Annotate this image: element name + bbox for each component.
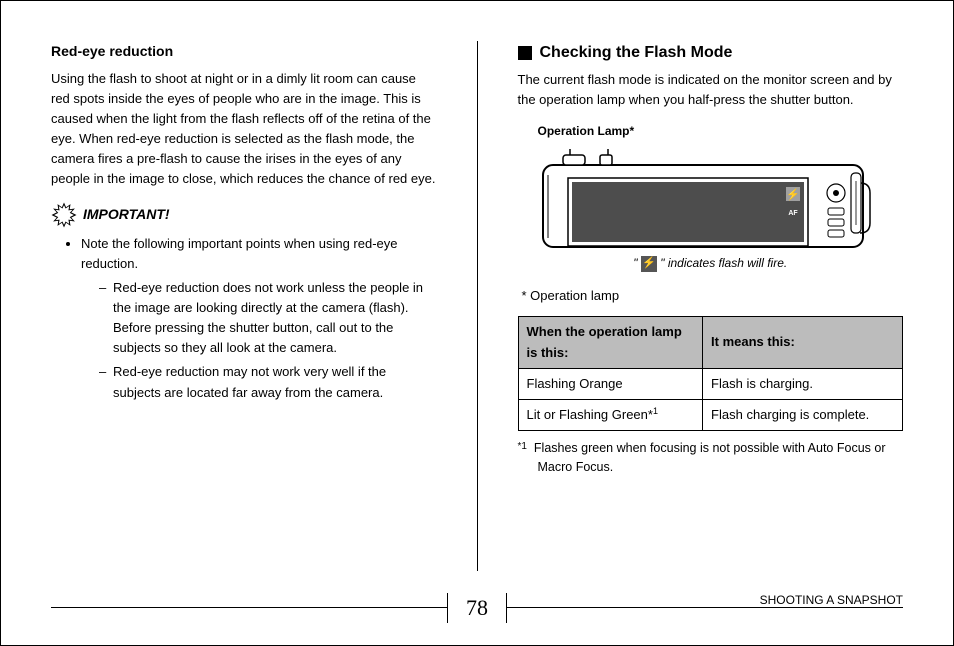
page-footer: SHOOTING A SNAPSHOT 78 xyxy=(51,593,903,633)
table-footnote: *1 Flashes green when focusing is not po… xyxy=(518,439,904,478)
sub-list: Red-eye reduction does not work unless t… xyxy=(99,278,437,403)
table-header-row: When the operation lamp is this: It mean… xyxy=(518,317,903,368)
left-column: Red-eye reduction Using the flash to sho… xyxy=(51,41,437,571)
sub-list-item: Red-eye reduction does not work unless t… xyxy=(99,278,437,359)
square-bullet-icon xyxy=(518,46,532,60)
manual-page: Red-eye reduction Using the flash to sho… xyxy=(0,0,954,646)
table-cell: Flashing Orange xyxy=(518,368,703,399)
column-divider xyxy=(477,41,478,571)
table-cell: Flash charging is complete. xyxy=(703,399,903,430)
sub-list-item: Red-eye reduction may not work very well… xyxy=(99,362,437,402)
svg-text:⚡: ⚡ xyxy=(786,188,800,201)
list-item: Note the following important points when… xyxy=(81,234,437,403)
bullet-intro-text: Note the following important points when… xyxy=(81,236,398,271)
table-header-cell: When the operation lamp is this: xyxy=(518,317,703,368)
camera-illustration: ⚡ AF xyxy=(538,143,878,248)
table-row: Flashing Orange Flash is charging. xyxy=(518,368,903,399)
important-callout: IMPORTANT! xyxy=(51,202,437,228)
red-eye-paragraph: Using the flash to shoot at night or in … xyxy=(51,69,437,190)
page-number: 78 xyxy=(447,593,507,623)
section-title-red-eye: Red-eye reduction xyxy=(51,41,437,63)
table-cell: Flash is charging. xyxy=(703,368,903,399)
important-list: Note the following important points when… xyxy=(81,234,437,403)
heading-checking-flash: Checking the Flash Mode xyxy=(540,41,733,66)
table-cell: Lit or Flashing Green*1 xyxy=(518,399,703,430)
footer-section-name: SHOOTING A SNAPSHOT xyxy=(750,593,903,607)
figure-operation-lamp: Operation Lamp* ⚡ AF xyxy=(538,122,904,248)
figure-caption: " ⚡ " indicates flash will fire. xyxy=(518,254,904,273)
table-header-cell: It means this: xyxy=(703,317,903,368)
flash-mode-paragraph: The current flash mode is indicated on t… xyxy=(518,70,904,110)
right-column: Checking the Flash Mode The current flas… xyxy=(518,41,904,571)
important-label: IMPORTANT! xyxy=(83,204,170,226)
table-row: Lit or Flashing Green*1 Flash charging i… xyxy=(518,399,903,430)
svg-text:AF: AF xyxy=(788,210,798,217)
operation-lamp-table: When the operation lamp is this: It mean… xyxy=(518,316,904,431)
operation-lamp-note: * Operation lamp xyxy=(522,286,904,306)
flash-icon: ⚡ xyxy=(641,256,657,272)
figure-label: Operation Lamp* xyxy=(538,122,904,141)
content-columns: Red-eye reduction Using the flash to sho… xyxy=(51,41,903,571)
starburst-icon xyxy=(51,202,77,228)
heading-row: Checking the Flash Mode xyxy=(518,41,904,66)
